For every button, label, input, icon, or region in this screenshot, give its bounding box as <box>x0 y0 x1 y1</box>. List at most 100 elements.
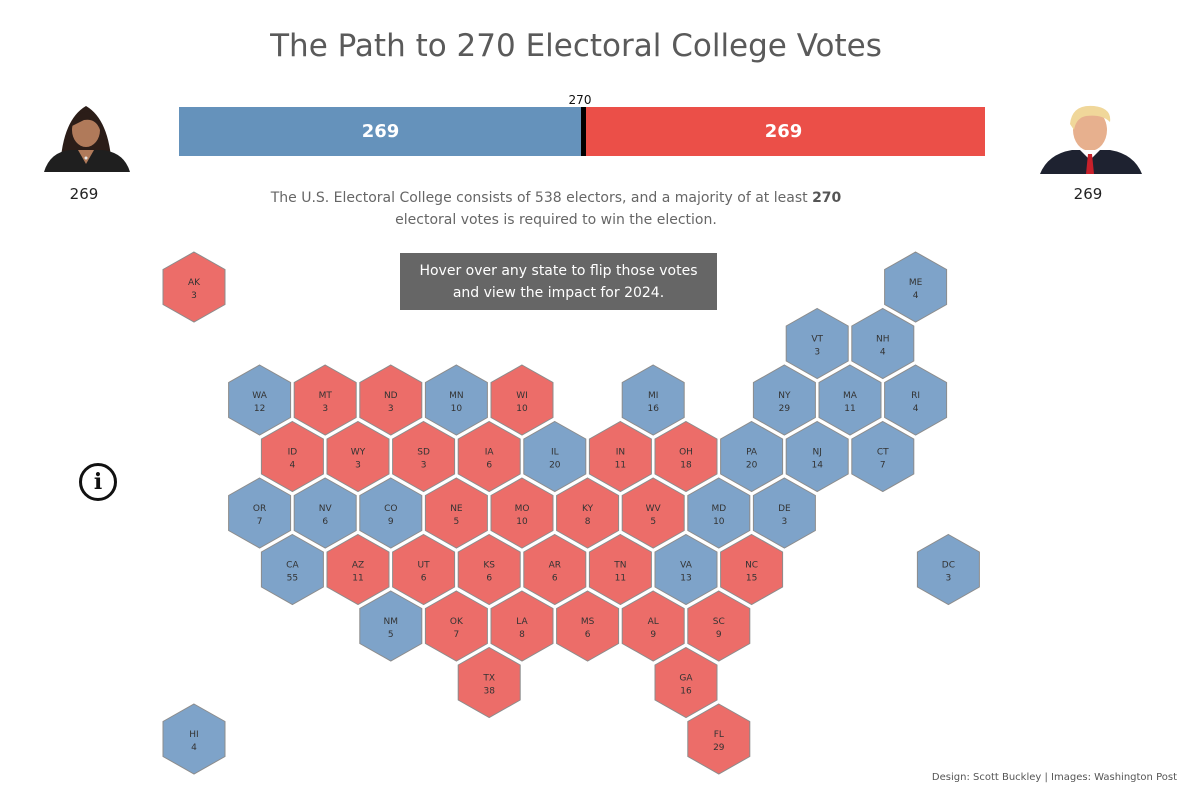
state-hex-mt[interactable]: MT 3 <box>293 364 357 436</box>
state-hex-shape[interactable] <box>621 364 685 436</box>
state-hex-shape[interactable] <box>359 364 423 436</box>
state-hex-ks[interactable]: KS 6 <box>457 533 521 606</box>
state-hex-shape[interactable] <box>621 590 685 662</box>
state-hex-ri[interactable]: RI 4 <box>884 364 948 436</box>
state-hex-ma[interactable]: MA 11 <box>818 364 882 436</box>
state-hex-ar[interactable]: AR 6 <box>523 533 587 606</box>
state-hex-sd[interactable]: SD 3 <box>392 420 456 493</box>
state-hex-wa[interactable]: WA 12 <box>228 364 292 436</box>
state-hex-shape[interactable] <box>818 364 882 436</box>
state-hex-shape[interactable] <box>851 307 915 380</box>
state-hex-mi[interactable]: MI 16 <box>621 364 685 436</box>
state-hex-shape[interactable] <box>293 477 357 549</box>
state-hex-shape[interactable] <box>457 646 521 719</box>
state-hex-ne[interactable]: NE 5 <box>424 477 488 549</box>
state-hex-shape[interactable] <box>687 703 751 775</box>
state-hex-or[interactable]: OR 7 <box>228 477 292 549</box>
state-hex-sc[interactable]: SC 9 <box>687 590 751 662</box>
state-hex-ca[interactable]: CA 55 <box>260 533 324 606</box>
info-icon[interactable]: i <box>79 463 117 501</box>
state-hex-shape[interactable] <box>260 420 324 493</box>
state-hex-il[interactable]: IL 20 <box>523 420 587 493</box>
state-hex-ga[interactable]: GA 16 <box>654 646 718 719</box>
state-hex-shape[interactable] <box>162 251 226 323</box>
state-hex-shape[interactable] <box>162 703 226 775</box>
state-hex-la[interactable]: LA 8 <box>490 590 554 662</box>
state-hex-shape[interactable] <box>556 477 620 549</box>
state-hex-ms[interactable]: MS 6 <box>556 590 620 662</box>
state-hex-shape[interactable] <box>916 533 980 606</box>
state-hex-tx[interactable]: TX 38 <box>457 646 521 719</box>
state-hex-wi[interactable]: WI 10 <box>490 364 554 436</box>
state-hex-shape[interactable] <box>884 251 948 323</box>
state-hex-shape[interactable] <box>490 364 554 436</box>
state-hex-ak[interactable]: AK 3 <box>162 251 226 323</box>
state-hex-ia[interactable]: IA 6 <box>457 420 521 493</box>
state-hex-shape[interactable] <box>424 364 488 436</box>
state-hex-ny[interactable]: NY 29 <box>752 364 816 436</box>
state-hex-shape[interactable] <box>326 533 390 606</box>
state-hex-vt[interactable]: VT 3 <box>785 307 849 380</box>
state-hex-pa[interactable]: PA 20 <box>720 420 784 493</box>
state-hex-shape[interactable] <box>588 420 652 493</box>
state-hex-shape[interactable] <box>326 420 390 493</box>
state-hex-de[interactable]: DE 3 <box>752 477 816 549</box>
state-hex-fl[interactable]: FL 29 <box>687 703 751 775</box>
state-hex-shape[interactable] <box>490 477 554 549</box>
state-hex-nm[interactable]: NM 5 <box>359 590 423 662</box>
state-hex-shape[interactable] <box>687 477 751 549</box>
state-hex-me[interactable]: ME 4 <box>884 251 948 323</box>
state-hex-nc[interactable]: NC 15 <box>720 533 784 606</box>
state-hex-shape[interactable] <box>392 533 456 606</box>
state-hex-nd[interactable]: ND 3 <box>359 364 423 436</box>
state-hex-shape[interactable] <box>851 420 915 493</box>
state-hex-ky[interactable]: KY 8 <box>556 477 620 549</box>
state-hex-shape[interactable] <box>654 533 718 606</box>
state-hex-nv[interactable]: NV 6 <box>293 477 357 549</box>
state-hex-shape[interactable] <box>359 590 423 662</box>
state-hex-shape[interactable] <box>785 420 849 493</box>
state-hex-shape[interactable] <box>359 477 423 549</box>
state-hex-shape[interactable] <box>392 420 456 493</box>
state-hex-nj[interactable]: NJ 14 <box>785 420 849 493</box>
state-hex-mo[interactable]: MO 10 <box>490 477 554 549</box>
state-hex-az[interactable]: AZ 11 <box>326 533 390 606</box>
state-hex-shape[interactable] <box>457 420 521 493</box>
state-hex-dc[interactable]: DC 3 <box>916 533 980 606</box>
state-hex-shape[interactable] <box>752 477 816 549</box>
state-hex-shape[interactable] <box>293 364 357 436</box>
state-hex-shape[interactable] <box>490 590 554 662</box>
state-hex-shape[interactable] <box>228 364 292 436</box>
state-hex-shape[interactable] <box>457 533 521 606</box>
state-hex-tn[interactable]: TN 11 <box>588 533 652 606</box>
state-hex-shape[interactable] <box>556 590 620 662</box>
state-hex-shape[interactable] <box>228 477 292 549</box>
state-hex-shape[interactable] <box>654 420 718 493</box>
state-hex-shape[interactable] <box>621 477 685 549</box>
state-hex-shape[interactable] <box>884 364 948 436</box>
state-hex-ct[interactable]: CT 7 <box>851 420 915 493</box>
state-hex-id[interactable]: ID 4 <box>260 420 324 493</box>
state-hex-ok[interactable]: OK 7 <box>424 590 488 662</box>
state-hex-shape[interactable] <box>752 364 816 436</box>
state-hex-hi[interactable]: HI 4 <box>162 703 226 775</box>
state-hex-ut[interactable]: UT 6 <box>392 533 456 606</box>
state-hex-va[interactable]: VA 13 <box>654 533 718 606</box>
state-hex-shape[interactable] <box>260 533 324 606</box>
state-hex-shape[interactable] <box>654 646 718 719</box>
state-hex-shape[interactable] <box>720 420 784 493</box>
state-hex-in[interactable]: IN 11 <box>588 420 652 493</box>
state-hex-md[interactable]: MD 10 <box>687 477 751 549</box>
state-hex-shape[interactable] <box>588 533 652 606</box>
state-hex-wy[interactable]: WY 3 <box>326 420 390 493</box>
state-hex-shape[interactable] <box>424 590 488 662</box>
state-hex-mn[interactable]: MN 10 <box>424 364 488 436</box>
state-hex-wv[interactable]: WV 5 <box>621 477 685 549</box>
state-hex-shape[interactable] <box>523 420 587 493</box>
state-hex-shape[interactable] <box>424 477 488 549</box>
state-hex-shape[interactable] <box>720 533 784 606</box>
state-hex-nh[interactable]: NH 4 <box>851 307 915 380</box>
state-hex-al[interactable]: AL 9 <box>621 590 685 662</box>
state-hex-shape[interactable] <box>687 590 751 662</box>
state-hex-shape[interactable] <box>523 533 587 606</box>
